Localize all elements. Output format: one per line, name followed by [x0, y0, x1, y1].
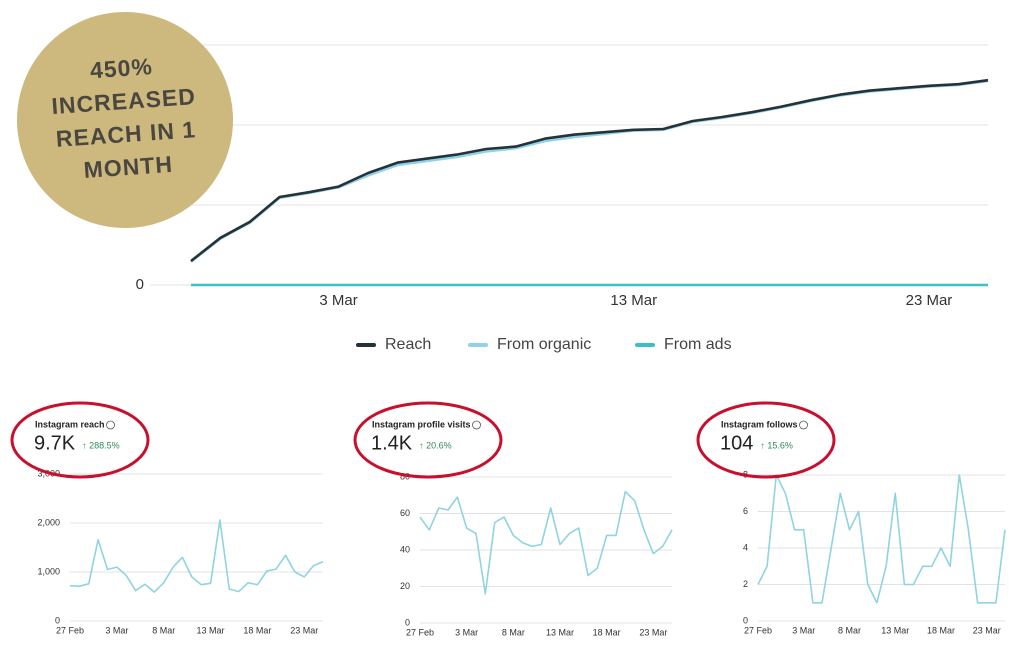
highlight-ellipse [10, 401, 150, 479]
x-tick-label: 18 Mar [927, 625, 955, 635]
x-tick-label: 3 Mar [319, 292, 357, 309]
card-value: 104 [720, 432, 753, 454]
x-tick-label: 8 Mar [838, 625, 861, 635]
line-series [757, 474, 1006, 604]
card-value: 9.7K [34, 432, 76, 454]
legend-label: From ads [664, 336, 732, 353]
x-tick-label: 8 Mar [502, 627, 525, 637]
badge-circle [17, 12, 233, 228]
card-change: ↑ 20.6% [419, 440, 452, 450]
badge-text: 450% [89, 53, 153, 83]
y-tick-label: 20 [400, 581, 410, 591]
y-tick-label: 0 [136, 276, 144, 293]
x-tick-label: 18 Mar [593, 627, 621, 637]
x-tick-label: 18 Mar [243, 625, 271, 635]
y-tick-label: 60 [400, 508, 410, 518]
x-tick-label: 3 Mar [792, 625, 815, 635]
card-title: Instagram follows [721, 419, 798, 429]
x-tick-label: 3 Mar [105, 625, 128, 635]
highlight-ellipse [353, 401, 503, 479]
y-tick-label: 6 [743, 506, 748, 516]
x-tick-label: 13 Mar [546, 627, 574, 637]
x-tick-label: 13 Mar [610, 292, 657, 309]
x-tick-label: 8 Mar [152, 625, 175, 635]
y-tick-label: 40 [400, 544, 410, 554]
x-tick-label: 27 Feb [406, 627, 434, 637]
x-tick-label: 13 Mar [197, 625, 225, 635]
y-tick-label: 1,000 [37, 566, 60, 576]
line-series [419, 490, 673, 595]
y-tick-label: 0 [743, 615, 748, 625]
info-icon [799, 420, 808, 430]
x-tick-label: 27 Feb [56, 625, 84, 635]
chart: 0 3 Mar 13 Mar 23 Mar Reach From organic From … [136, 44, 989, 353]
card-change: ↑ 288.5% [82, 440, 120, 450]
legend-label: From organic [497, 336, 591, 353]
card-change: ↑ 15.6% [760, 440, 793, 450]
line-series [69, 519, 324, 593]
card-value: 1.4K [371, 432, 413, 454]
line-series [190, 78, 989, 263]
highlight-ellipse [696, 401, 836, 479]
x-tick-label: 27 Feb [744, 625, 772, 635]
x-tick-label: 3 Mar [455, 627, 478, 637]
card-title: Instagram reach [35, 419, 105, 429]
y-tick-label: 2 [743, 579, 748, 589]
legend-label: Reach [385, 336, 431, 353]
badge-text: MONTH [83, 151, 174, 183]
y-tick-label: 0 [55, 615, 60, 625]
info-icon [106, 420, 115, 430]
x-tick-label: 13 Mar [881, 625, 909, 635]
card-title: Instagram profile visits [372, 419, 471, 429]
y-tick-label: 0 [405, 617, 410, 627]
y-tick-label: 4 [743, 542, 748, 552]
x-tick-label: 23 Mar [290, 625, 318, 635]
info-icon [472, 420, 481, 430]
x-tick-label: 23 Mar [906, 292, 953, 309]
x-tick-label: 23 Mar [973, 625, 1001, 635]
x-tick-label: 23 Mar [639, 627, 667, 637]
y-tick-label: 2,000 [37, 517, 60, 527]
